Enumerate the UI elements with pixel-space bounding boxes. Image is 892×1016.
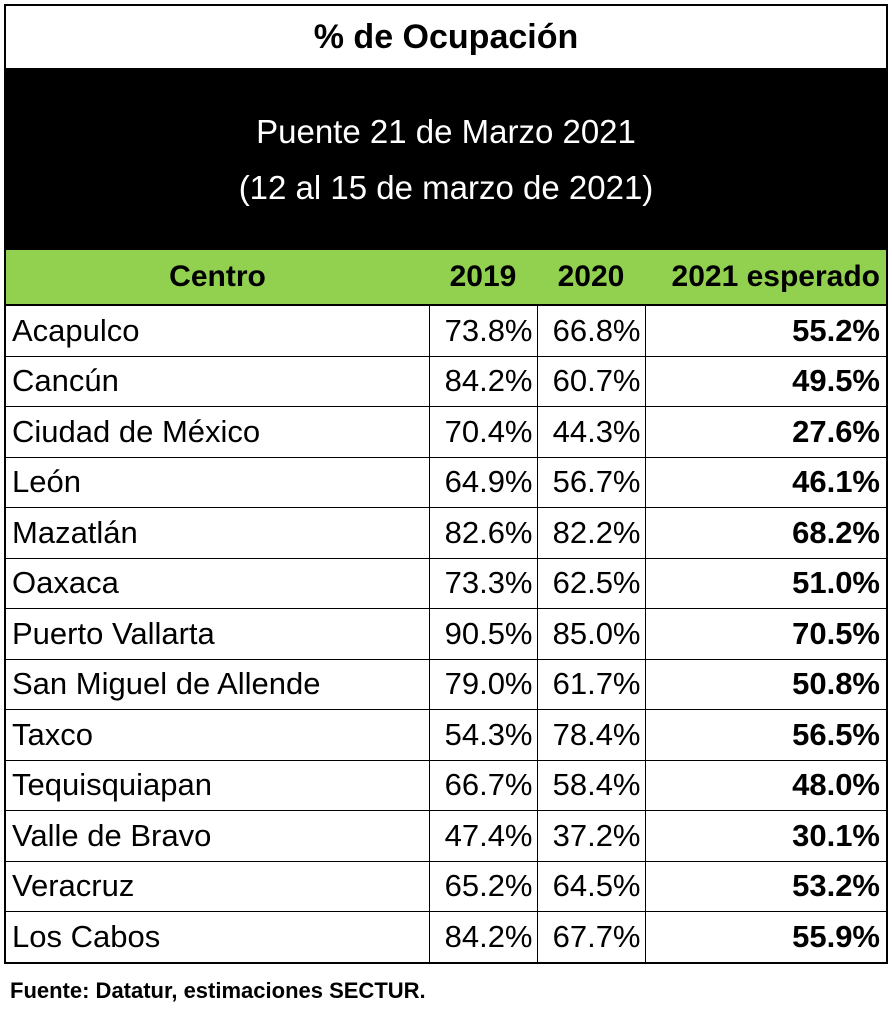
cell-2019: 65.2% bbox=[429, 861, 538, 912]
table-row: Veracruz 65.2% 64.5% 53.2% bbox=[6, 861, 886, 912]
cell-centro: Taxco bbox=[6, 709, 430, 761]
header-2021-esperado: 2021 esperado bbox=[645, 250, 886, 306]
table-body: Acapulco 73.8% 66.8% 55.2% Cancún 84.2% 60.7% 4… bbox=[6, 305, 886, 962]
cell-2021-esperado: 56.5% bbox=[645, 709, 886, 761]
table-row: Valle de Bravo 47.4% 37.2% 30.1% bbox=[6, 810, 886, 862]
cell-2019: 47.4% bbox=[429, 810, 538, 862]
cell-centro: Ciudad de México bbox=[6, 406, 430, 458]
cell-2020: 64.5% bbox=[537, 861, 646, 912]
cell-2021-esperado: 70.5% bbox=[645, 608, 886, 660]
cell-2021-esperado: 53.2% bbox=[645, 861, 886, 912]
subtitle-line-2: (12 al 15 de marzo de 2021) bbox=[238, 169, 654, 206]
cell-2019: 84.2% bbox=[429, 356, 538, 407]
header-row: Centro 2019 2020 2021 esperado bbox=[6, 250, 886, 306]
occupancy-table: Centro 2019 2020 2021 esperado Acapulco 7… bbox=[6, 250, 886, 962]
table-row: León 64.9% 56.7% 46.1% bbox=[6, 457, 886, 508]
cell-2019: 70.4% bbox=[429, 406, 538, 458]
cell-centro: León bbox=[6, 457, 430, 508]
cell-centro: Oaxaca bbox=[6, 558, 430, 609]
cell-centro: San Miguel de Allende bbox=[6, 659, 430, 710]
cell-2021-esperado: 55.2% bbox=[645, 305, 886, 357]
table-row: Puerto Vallarta 90.5% 85.0% 70.5% bbox=[6, 608, 886, 660]
cell-2021-esperado: 50.8% bbox=[645, 659, 886, 710]
header-2019: 2019 bbox=[429, 250, 537, 306]
cell-2020: 67.7% bbox=[537, 911, 646, 962]
table-row: Taxco 54.3% 78.4% 56.5% bbox=[6, 709, 886, 761]
cell-centro: Valle de Bravo bbox=[6, 810, 430, 862]
table-row: Acapulco 73.8% 66.8% 55.2% bbox=[6, 305, 886, 357]
cell-2020: 37.2% bbox=[537, 810, 646, 862]
cell-2019: 82.6% bbox=[429, 507, 538, 559]
cell-centro: Puerto Vallarta bbox=[6, 608, 430, 660]
cell-2019: 84.2% bbox=[429, 911, 538, 962]
cell-2019: 73.8% bbox=[429, 305, 538, 357]
cell-2020: 85.0% bbox=[537, 608, 646, 660]
subtitle-banner: Puente 21 de Marzo 2021 (12 al 15 de mar… bbox=[6, 70, 886, 250]
cell-2020: 58.4% bbox=[537, 760, 646, 811]
cell-2021-esperado: 55.9% bbox=[792, 918, 880, 954]
header-centro: Centro bbox=[6, 250, 429, 306]
cell-centro: Veracruz bbox=[6, 861, 430, 912]
cell-2019: 79.0% bbox=[429, 659, 538, 710]
cell-2020: 44.3% bbox=[537, 406, 646, 458]
occupancy-table-sheet: % de Ocupación Puente 21 de Marzo 2021 (… bbox=[4, 4, 888, 964]
table-row: Tequisquiapan 66.7% 58.4% 48.0% bbox=[6, 760, 886, 811]
cell-2021-esperado: 68.2% bbox=[645, 507, 886, 559]
table-row: Los Cabos 84.2% 67.7% 55.9% bbox=[6, 911, 886, 962]
cell-2020: 56.7% bbox=[537, 457, 646, 508]
source-note: Fuente: Datatur, estimaciones SECTUR. bbox=[10, 978, 426, 1003]
cell-2021-esperado: 48.0% bbox=[645, 760, 886, 811]
table-row: Oaxaca 73.3% 62.5% 51.0% bbox=[6, 558, 886, 609]
cell-2020: 78.4% bbox=[537, 709, 646, 761]
table-title: % de Ocupación bbox=[6, 6, 886, 70]
cell-centro: Acapulco bbox=[6, 305, 430, 357]
cell-2019: 64.9% bbox=[429, 457, 538, 508]
subtitle-line-1: Puente 21 de Marzo 2021 bbox=[256, 113, 636, 150]
table-row: Ciudad de México 70.4% 44.3% 27.6% bbox=[6, 406, 886, 458]
cell-2020: 66.8% bbox=[537, 305, 646, 357]
cell-centro: Los Cabos bbox=[6, 911, 430, 962]
cell-2021-esperado: 46.1% bbox=[645, 457, 886, 508]
cell-2021-esperado: 27.6% bbox=[645, 406, 886, 458]
cell-centro: Mazatlán bbox=[6, 507, 430, 559]
header-2020: 2020 bbox=[537, 250, 645, 306]
cell-2019: 66.7% bbox=[429, 760, 538, 811]
cell-2021-esperado: 49.5% bbox=[645, 356, 886, 407]
cell-2019: 54.3% bbox=[429, 709, 538, 761]
cell-2019: 73.3% bbox=[429, 558, 538, 609]
table-row: San Miguel de Allende 79.0% 61.7% 50.8% bbox=[6, 659, 886, 710]
cell-2020: 60.7% bbox=[537, 356, 646, 407]
cell-2021-esperado: 51.0% bbox=[645, 558, 886, 609]
cell-2020: 61.7% bbox=[537, 659, 646, 710]
cell-2020: 62.5% bbox=[537, 558, 646, 609]
table-row: Cancún 84.2% 60.7% 49.5% bbox=[6, 356, 886, 407]
table-row: Mazatlán 82.6% 82.2% 68.2% bbox=[6, 507, 886, 559]
cell-2021-esperado: 30.1% bbox=[645, 810, 886, 862]
cell-2019: 90.5% bbox=[429, 608, 538, 660]
cell-2020: 82.2% bbox=[537, 507, 646, 559]
cell-centro: Tequisquiapan bbox=[6, 760, 430, 811]
cell-centro: Cancún bbox=[6, 356, 430, 407]
